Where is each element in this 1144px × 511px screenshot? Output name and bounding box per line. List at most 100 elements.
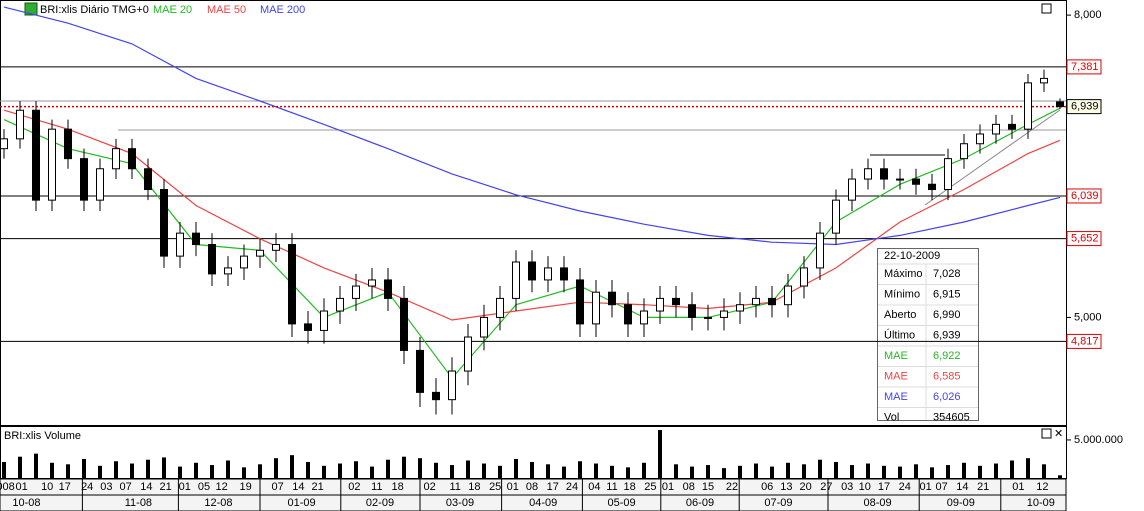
level-box [1066, 188, 1102, 204]
volume-bar [82, 458, 86, 478]
day-label: 24 [899, 481, 911, 493]
volume-bar [98, 465, 102, 478]
day-label: 01 [507, 481, 519, 493]
day-label: 13 [780, 481, 792, 493]
volume-bar [674, 464, 678, 478]
day-label: 12 [1036, 481, 1048, 493]
volume-bar [1010, 460, 1014, 478]
day-label: 21 [159, 481, 171, 493]
day-label: 14 [292, 481, 304, 493]
month-label: 07-09 [764, 497, 792, 509]
day-label: 25 [644, 481, 656, 493]
level-box [1066, 333, 1102, 349]
candle-body [0, 138, 8, 150]
volume-bar [658, 430, 662, 478]
info-value: 6,922 [933, 350, 961, 362]
candle-body [608, 291, 616, 306]
candle-body [192, 232, 200, 246]
candle-body [352, 285, 360, 299]
volume-bar [962, 462, 966, 478]
candle-body [496, 297, 504, 318]
volume-bar [610, 465, 614, 478]
candle-body [128, 148, 136, 170]
candle-body [976, 133, 984, 145]
candle-body [768, 297, 776, 306]
volume-bar [418, 458, 422, 478]
volume-bar [274, 458, 278, 478]
volume-bar [290, 455, 294, 478]
volume-bar [1058, 475, 1062, 478]
volume-bar [994, 463, 998, 478]
candle-body [80, 158, 88, 201]
candle-body [528, 261, 536, 281]
info-label: Mínimo [884, 288, 920, 300]
volume-bar [2, 462, 6, 478]
day-label: 12 [215, 481, 227, 493]
month-label: 10-08 [12, 497, 40, 509]
day-label: 24 [81, 481, 93, 493]
day-label: 08 [526, 481, 538, 493]
candle-body [240, 255, 248, 269]
day-label: 07 [119, 481, 131, 493]
volume-bar [594, 463, 598, 478]
candle-body [480, 316, 488, 338]
month-label: 03-09 [446, 497, 474, 509]
volume-tick-label: 5.000.000 [1074, 434, 1123, 446]
candle-body [816, 232, 824, 269]
month-label: 10-09 [1027, 497, 1055, 509]
candle-body [960, 143, 968, 160]
close-button[interactable]: ✕ [1054, 428, 1063, 440]
info-date: 22-10-2009 [884, 250, 940, 262]
day-label: 11 [606, 481, 617, 493]
legend-entry[interactable]: MAE 200 [260, 4, 305, 16]
series-icon [24, 2, 38, 16]
candle-body [320, 310, 328, 331]
volume-bar [930, 467, 934, 478]
month-label: 06-09 [686, 497, 714, 509]
day-label: 03 [841, 481, 853, 493]
candle-body [1056, 101, 1064, 108]
day-label: 17 [59, 481, 71, 493]
maximize-button[interactable] [1041, 3, 1052, 14]
legend-entry[interactable]: MAE 50 [207, 4, 246, 16]
last-price-box [1066, 99, 1102, 115]
candle-body [272, 244, 280, 251]
volume-bar [402, 456, 406, 478]
maximize-button[interactable] [1041, 428, 1052, 439]
info-box: 22-10-2009 Máximo 7,028 Mínimo 6,915 Aberto 6… [877, 248, 979, 423]
month-label: 11-08 [125, 497, 152, 509]
candle-body [256, 249, 264, 257]
candle-body [304, 323, 312, 331]
day-label: 08 [683, 481, 695, 493]
day-label: 18 [623, 481, 635, 493]
volume-bar [146, 459, 150, 478]
candle-body [832, 199, 840, 234]
volume-bar [914, 464, 918, 478]
info-frame [877, 248, 979, 421]
moving-average [3, 107, 1061, 380]
day-label: 07 [271, 481, 283, 493]
day-label: 17 [547, 481, 559, 493]
info-value: 6,915 [933, 288, 961, 300]
candle-body [512, 261, 520, 299]
candle-body [624, 304, 632, 325]
candle-body [784, 285, 792, 306]
candle-body [880, 168, 888, 180]
day-label: 10 [41, 481, 53, 493]
volume-bar [946, 465, 950, 478]
info-value: 6,026 [933, 391, 961, 403]
candle-body [432, 391, 440, 401]
volume-bar [978, 465, 982, 478]
legend-entry[interactable]: MAE 20 [153, 4, 192, 16]
volume-bar [322, 465, 326, 478]
month-label: 09-09 [947, 497, 975, 509]
day-label: 18 [468, 481, 480, 493]
info-label: MAE [884, 350, 908, 362]
volume-bar [1026, 458, 1030, 478]
candle-body [592, 291, 600, 325]
volume-bar [114, 461, 118, 478]
volume-bar [834, 462, 838, 478]
candle-body [64, 128, 72, 160]
volume-bar [770, 466, 774, 478]
